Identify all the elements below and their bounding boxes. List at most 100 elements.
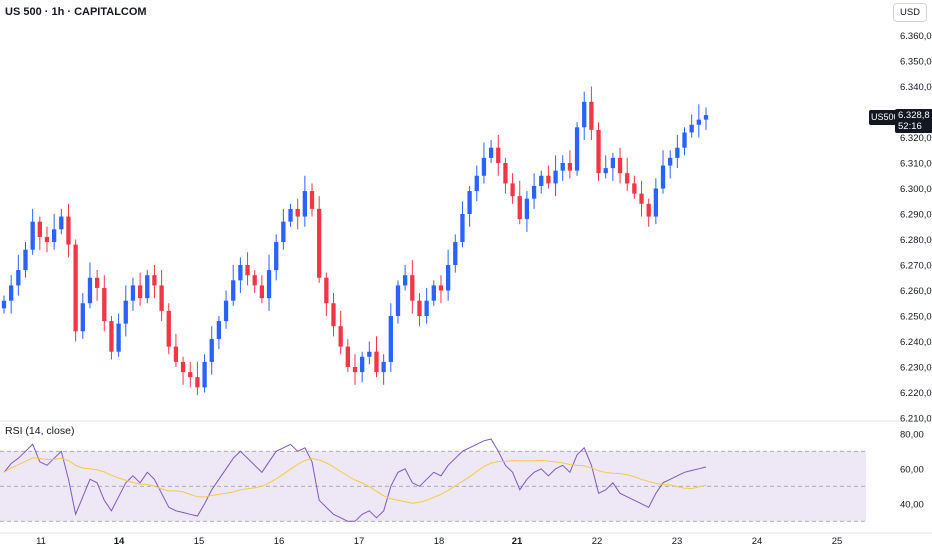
time-tick-label: 14: [114, 536, 125, 547]
candle-body: [496, 147, 501, 163]
price-tick-label: 6.260,0: [900, 286, 932, 297]
candle-body: [145, 275, 150, 299]
candle-body: [524, 198, 530, 220]
candle-body: [281, 221, 286, 243]
candle-body: [30, 221, 35, 250]
candle-body: [102, 287, 107, 322]
candle-body: [675, 147, 680, 158]
candle-body: [367, 351, 372, 357]
grid: [0, 420, 932, 534]
candle-body: [574, 127, 580, 171]
candle-body: [16, 270, 21, 286]
candle-body: [166, 310, 171, 347]
candle-body: [216, 321, 222, 339]
candle-body: [87, 277, 93, 304]
time-tick-label: 24: [752, 536, 763, 547]
price-tick-label: 6.270,0: [900, 261, 932, 272]
candle-body: [560, 163, 565, 171]
price-tick-label: 6.360,0: [900, 31, 932, 42]
candle-body: [381, 361, 386, 373]
candle-body: [632, 183, 637, 194]
candle-body: [553, 170, 558, 184]
candle-body: [653, 188, 659, 217]
candle-body: [195, 377, 200, 388]
candle-body: [152, 275, 157, 286]
candle-body: [517, 196, 522, 220]
candle-body: [474, 175, 479, 192]
candle-body: [37, 221, 42, 237]
candle-body: [309, 191, 315, 209]
candle-body: [424, 300, 429, 316]
candle-body: [252, 275, 257, 286]
last-price-badge: 6.328,8 52:16: [895, 109, 932, 133]
time-tick-label: 23: [672, 536, 683, 547]
candle-body: [589, 101, 594, 130]
price-tick-label: 6.250,0: [900, 312, 932, 323]
candle-body: [467, 191, 472, 214]
candle-body: [209, 338, 214, 362]
candle-body: [410, 275, 415, 301]
candle-body: [510, 183, 515, 197]
candle-body: [173, 346, 179, 362]
candle-body: [159, 285, 164, 311]
candle-body: [610, 157, 616, 169]
candle-body: [223, 300, 229, 322]
candle-body: [352, 367, 358, 373]
candle-body: [245, 265, 250, 276]
candle-body: [603, 168, 608, 174]
candle-body: [180, 361, 186, 373]
price-tick-label: 6.290,0: [900, 210, 932, 221]
candle-body: [338, 326, 343, 347]
candle-body: [137, 285, 143, 299]
time-tick-label: 18: [434, 536, 445, 547]
price-tick-label: 6.310,0: [900, 159, 932, 170]
rsi-ma-line: [3, 457, 707, 504]
candle-body: [259, 285, 265, 299]
rsi-tick-label: 60,00: [900, 464, 924, 475]
candle-body: [130, 285, 136, 301]
time-tick-label: 15: [194, 536, 205, 547]
candle-body: [503, 163, 508, 184]
candle-body: [66, 216, 71, 245]
candle-body: [231, 280, 236, 301]
price-tick-label: 6.210,0: [900, 414, 932, 425]
candle-body: [539, 175, 544, 186]
last-price: 6.328,8: [898, 110, 930, 121]
candle-body: [73, 244, 78, 332]
candle-body: [374, 351, 379, 373]
rsi-pane: [0, 438, 866, 522]
candle-body: [639, 193, 644, 204]
price-tick-label: 6.230,0: [900, 363, 932, 374]
time-axis[interactable]: 11 14 15 16 17 18 21 22 23 24 25: [36, 536, 842, 547]
candle-body: [460, 214, 465, 243]
candle-body: [23, 249, 28, 271]
candle-body: [59, 216, 64, 230]
candle-body: [123, 300, 128, 324]
candle-body: [481, 157, 487, 176]
candle-body: [317, 208, 322, 278]
time-tick-label: 11: [36, 536, 46, 547]
rsi-line: [3, 438, 707, 522]
candle-body: [388, 316, 393, 362]
rsi-title: RSI (14, close): [5, 425, 75, 437]
candle-body: [445, 265, 451, 291]
candle-body: [324, 277, 329, 304]
candle-body: [94, 277, 100, 288]
candles: [1, 86, 709, 396]
time-tick-label: 22: [592, 536, 603, 547]
candle-body: [360, 356, 365, 373]
candle-body: [288, 208, 293, 222]
time-tick-label: 17: [354, 536, 365, 547]
candle-body: [646, 203, 651, 217]
candle-body: [488, 147, 494, 158]
price-tick-label: 6.320,0: [900, 133, 932, 144]
candle-body: [617, 157, 623, 174]
candle-body: [1, 300, 7, 309]
currency-button[interactable]: USD: [893, 3, 927, 22]
price-axis[interactable]: 6.360,06.350,06.340,06.330,06.320,06.310…: [900, 31, 932, 510]
price-tick-label: 6.280,0: [900, 235, 932, 246]
candle-body: [660, 165, 666, 189]
candle-body: [546, 175, 551, 184]
candle-body: [80, 303, 85, 332]
